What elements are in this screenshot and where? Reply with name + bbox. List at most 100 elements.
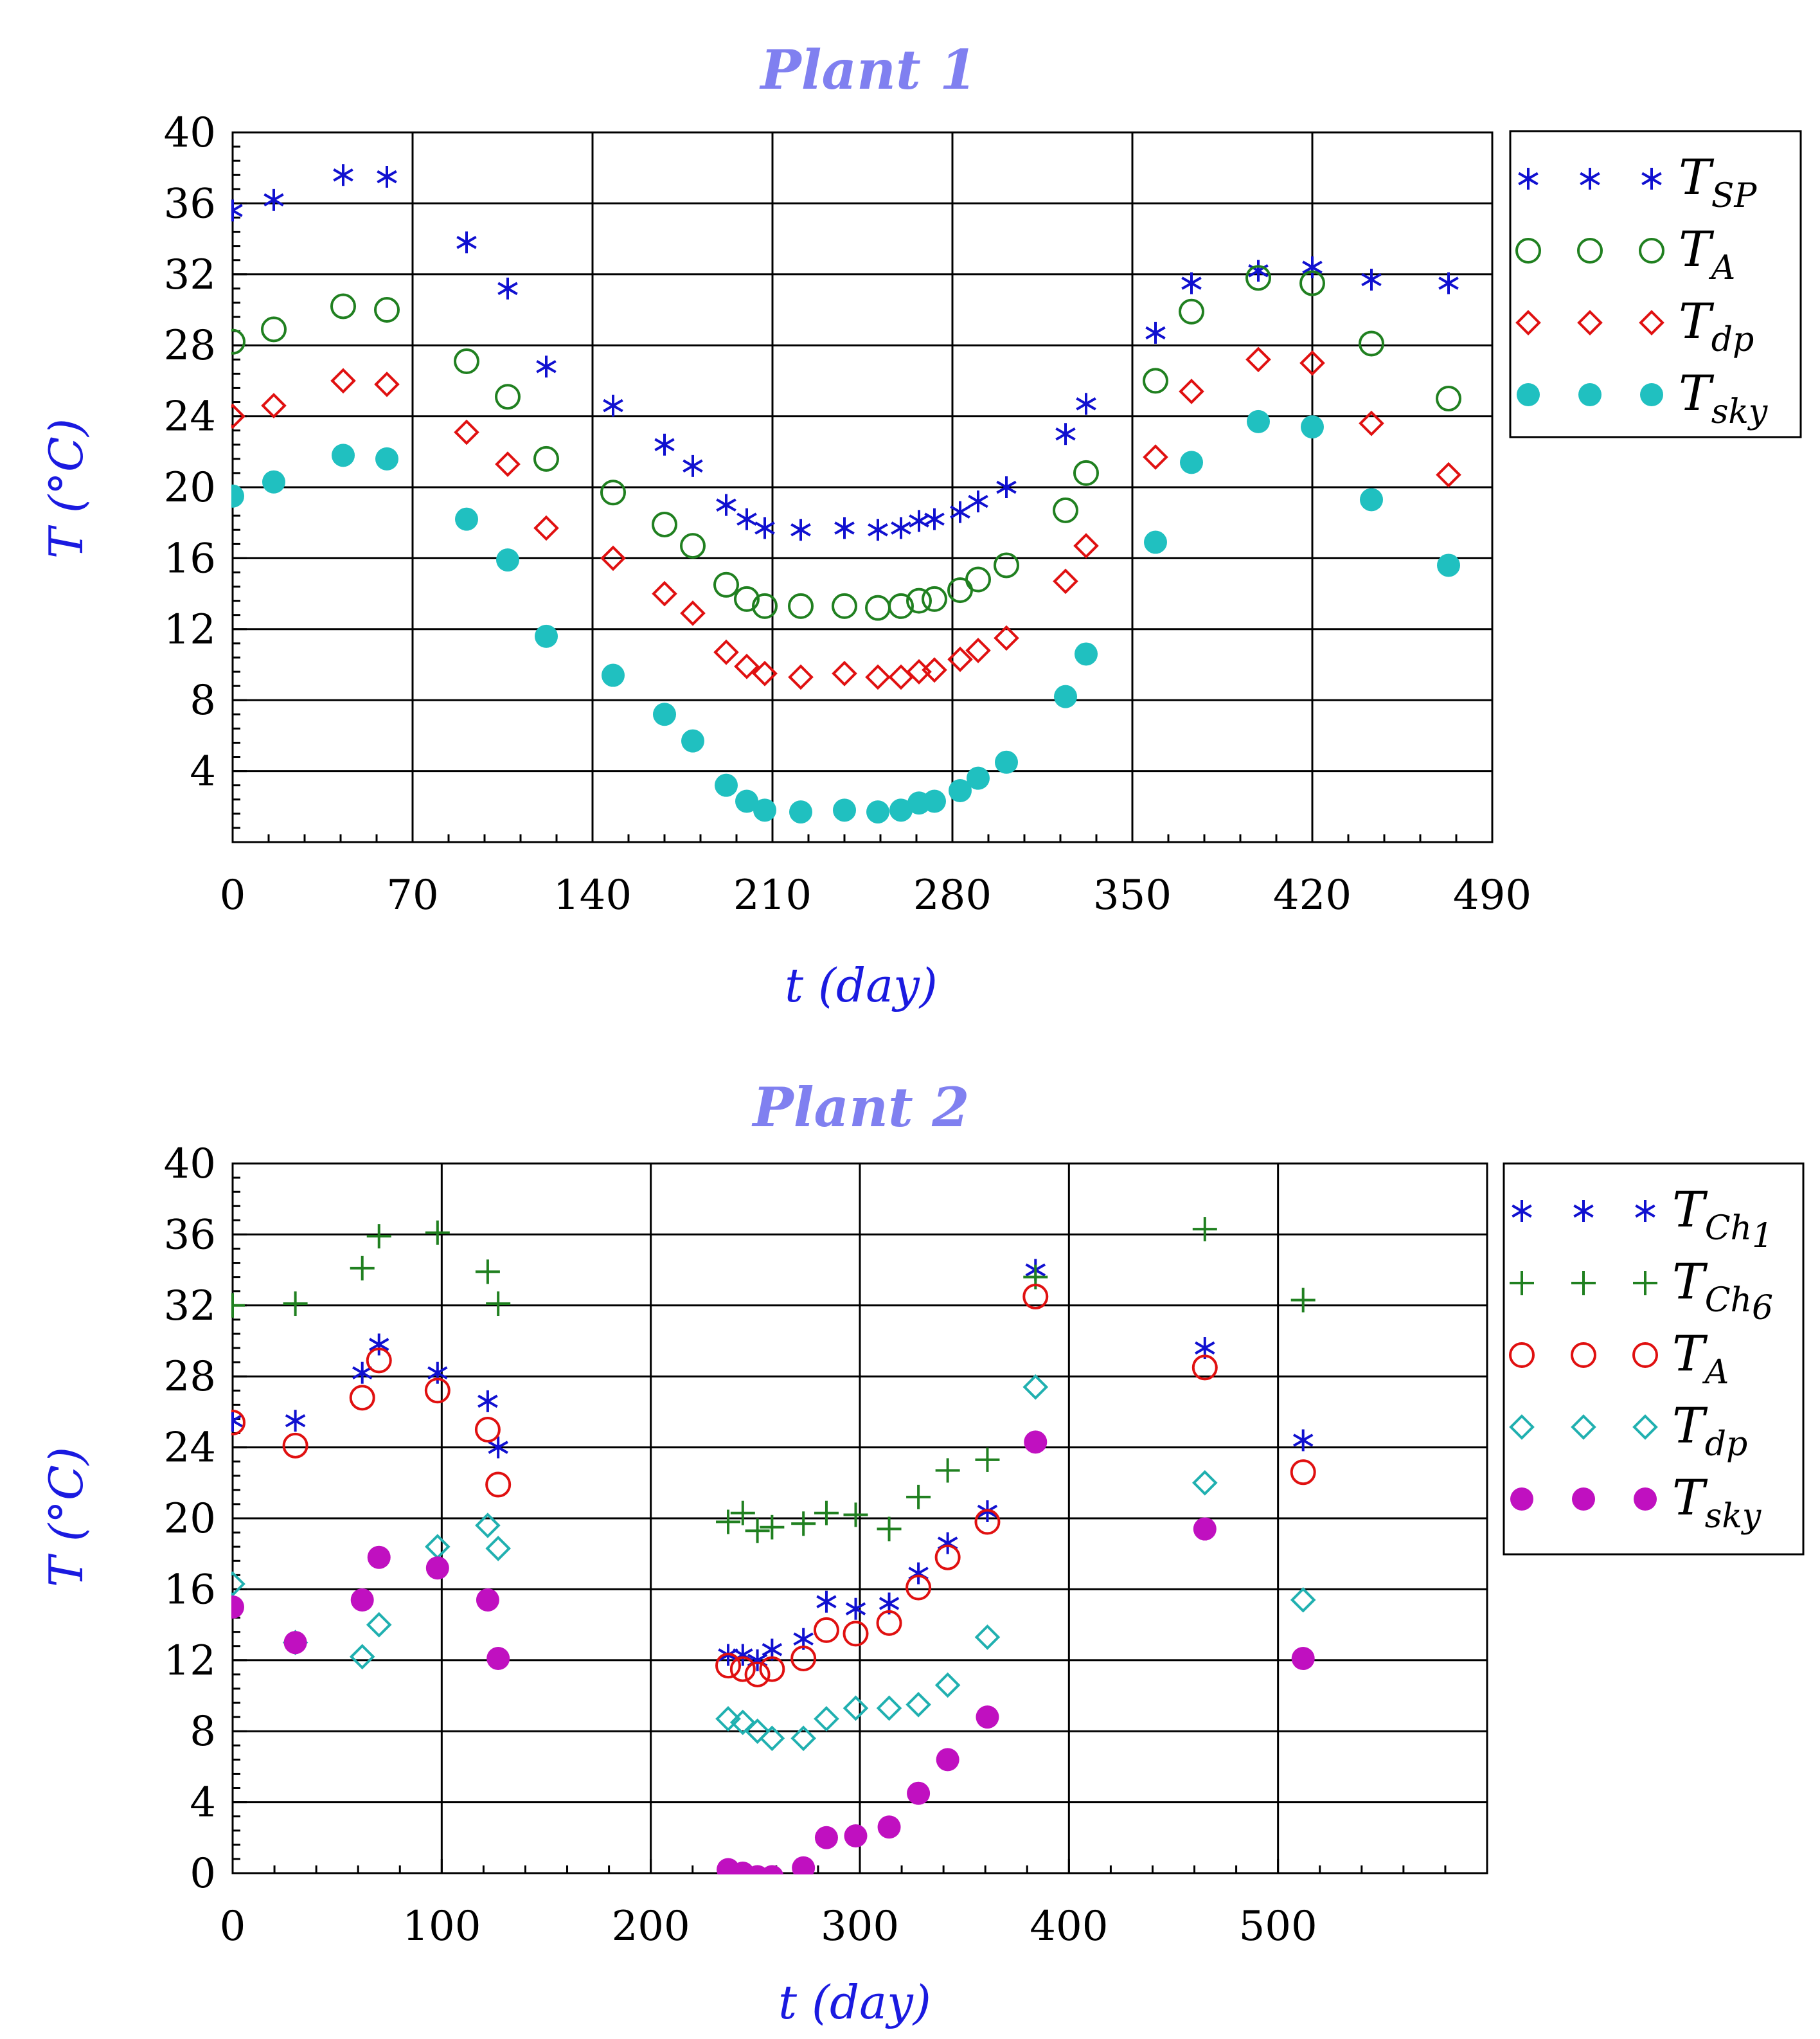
data-point	[790, 1646, 817, 1672]
data-point	[283, 1631, 307, 1655]
data-point	[833, 798, 856, 822]
legend-marker	[1571, 1414, 1596, 1440]
series-t-a	[231, 1284, 1316, 1687]
data-point	[891, 517, 911, 539]
data-point	[1360, 488, 1383, 512]
data-point	[729, 1656, 756, 1682]
y-tick-label: 12	[164, 606, 216, 654]
data-point	[485, 1471, 512, 1498]
data-point	[906, 1484, 931, 1509]
data-point	[832, 660, 857, 687]
data-point	[533, 445, 559, 472]
legend-marker	[1512, 1200, 1532, 1222]
data-point	[947, 646, 973, 672]
data-point	[367, 1545, 391, 1569]
data-point	[425, 1220, 450, 1245]
y-tick-label: 4	[190, 1779, 216, 1827]
data-point	[876, 1610, 902, 1636]
data-point	[1290, 1288, 1316, 1313]
plant-2-grid	[231, 1162, 1488, 1874]
data-point	[716, 494, 736, 516]
data-point	[791, 1511, 816, 1536]
data-point	[231, 1571, 245, 1597]
data-point	[330, 368, 356, 394]
data-point	[231, 328, 245, 355]
data-point	[654, 433, 675, 456]
y-tick-label: 28	[164, 322, 216, 370]
data-point	[488, 1436, 508, 1459]
data-point	[816, 1590, 837, 1613]
data-point	[1191, 1469, 1218, 1496]
data-point	[950, 501, 970, 523]
data-point	[1299, 270, 1325, 296]
data-point	[474, 1417, 501, 1442]
data-point	[713, 639, 739, 665]
data-point	[602, 663, 625, 687]
legend-marker	[1510, 1487, 1533, 1511]
x-tick-label: 140	[553, 872, 632, 919]
data-point	[734, 653, 760, 679]
y-tick-label: 4	[190, 748, 216, 796]
data-point	[1075, 642, 1098, 666]
data-point	[1291, 1647, 1315, 1671]
plant-1-x-axis-label: t (day)	[785, 958, 938, 1012]
data-point	[908, 1562, 929, 1585]
data-point	[752, 660, 778, 687]
data-point	[865, 664, 891, 690]
data-point	[680, 533, 706, 559]
data-point	[844, 1824, 868, 1848]
data-point	[814, 1706, 839, 1732]
legend-marker	[1515, 310, 1541, 336]
data-point	[366, 1347, 392, 1374]
legend-marker	[1517, 383, 1540, 406]
x-tick-label: 400	[1030, 1903, 1108, 1950]
data-point	[759, 1725, 785, 1752]
data-point	[813, 1617, 839, 1643]
series-t-ch6	[231, 1217, 1316, 1543]
data-point	[1054, 685, 1077, 708]
data-point	[735, 789, 758, 813]
data-point	[996, 476, 1017, 498]
legend-item: TA	[1509, 1325, 1729, 1392]
data-point	[682, 454, 703, 477]
legend-marker	[1639, 310, 1664, 336]
x-tick-label: 70	[386, 872, 438, 919]
data-point	[923, 789, 946, 813]
data-point	[283, 1291, 308, 1316]
data-point	[889, 798, 913, 822]
legend-marker	[1515, 238, 1541, 264]
data-point	[456, 231, 477, 254]
data-point	[995, 750, 1018, 774]
data-point	[1145, 321, 1166, 344]
data-point	[680, 600, 706, 626]
data-point	[814, 1500, 839, 1525]
data-point	[476, 1588, 499, 1612]
legend-label: Tdp	[1672, 1397, 1747, 1464]
y-tick-label: 16	[164, 535, 216, 582]
legend-marker	[1510, 1271, 1534, 1295]
data-point	[375, 447, 398, 471]
legend-marker	[1632, 1414, 1658, 1440]
legend-marker	[1518, 168, 1539, 190]
data-point	[937, 1532, 958, 1554]
y-tick-label: 32	[164, 251, 216, 299]
data-point	[790, 519, 811, 541]
data-point	[994, 552, 1019, 579]
data-point	[1179, 298, 1204, 325]
data-point	[975, 1447, 1000, 1472]
data-point	[949, 778, 972, 802]
data-point	[866, 800, 889, 824]
y-tick-label: 20	[164, 464, 216, 512]
data-point	[1359, 410, 1384, 436]
legend-item: Tdp	[1509, 1397, 1747, 1464]
legend-box	[1503, 1162, 1805, 1556]
plant-1-chart: Plant 1 4 8 12 16 20 24 28 32 36 40 0 70 140 210 280 35…	[39, 38, 1802, 1012]
data-point	[536, 355, 557, 378]
data-point	[475, 1259, 500, 1284]
data-point	[349, 1385, 375, 1411]
legend-label: TA	[1679, 220, 1735, 287]
data-point	[1301, 415, 1324, 439]
x-tick-label: 210	[733, 872, 812, 919]
data-point	[974, 1509, 1001, 1535]
data-point	[834, 517, 855, 539]
